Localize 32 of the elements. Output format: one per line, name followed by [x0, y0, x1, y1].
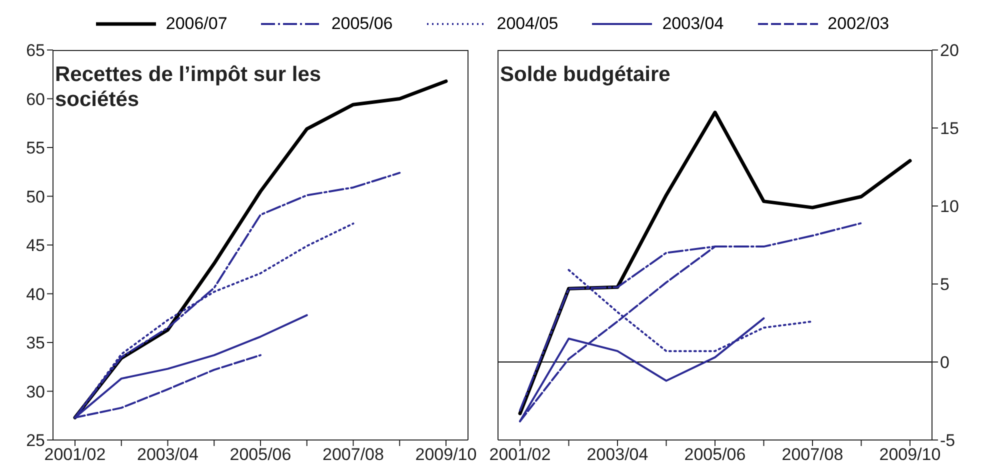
- x-tick-label: 2007/08: [782, 445, 844, 464]
- x-tick-label: 2005/06: [230, 445, 292, 464]
- x-tick-label: 2009/10: [879, 445, 941, 464]
- y2-tick-label: -5: [940, 431, 956, 450]
- y2-tick-label: 20: [940, 41, 959, 60]
- y-tick-label: 50: [26, 187, 45, 206]
- y2-tick-label: 15: [940, 119, 959, 138]
- y-tick-label: 35: [26, 334, 45, 353]
- legend-label: 2003/04: [662, 14, 724, 34]
- x-tick-label: 2007/08: [322, 445, 384, 464]
- y-tick-label: 60: [26, 90, 45, 109]
- x-tick-label: 2001/02: [44, 445, 106, 464]
- y-tick-label: 45: [26, 236, 45, 256]
- x-tick-label: 2005/06: [684, 445, 746, 464]
- x-tick-label: 2001/02: [489, 445, 551, 464]
- y-tick-label: 65: [26, 41, 45, 60]
- y2-tick-label: 5: [940, 275, 950, 294]
- text: Recettes de l’impôt sur les sociétés: [55, 62, 322, 112]
- y-tick-label: 25: [26, 431, 45, 450]
- legend-label: 2002/03: [828, 14, 890, 34]
- y2-tick-label: 0: [940, 353, 950, 372]
- y-tick-label: 30: [26, 382, 45, 402]
- legend-label: 2004/05: [496, 14, 558, 34]
- x-tick-label: 2003/04: [586, 445, 648, 464]
- y-tick-label: 55: [26, 138, 45, 158]
- text: Solde budgétaire: [500, 62, 672, 87]
- y2-tick-label: 10: [940, 197, 959, 216]
- legend-label: 2006/07: [166, 14, 228, 34]
- y-tick-label: 40: [26, 284, 45, 304]
- legend-label: 2005/06: [331, 14, 393, 34]
- x-tick-label: 2003/04: [137, 445, 198, 464]
- x-tick-label: 2009/10: [415, 445, 477, 464]
